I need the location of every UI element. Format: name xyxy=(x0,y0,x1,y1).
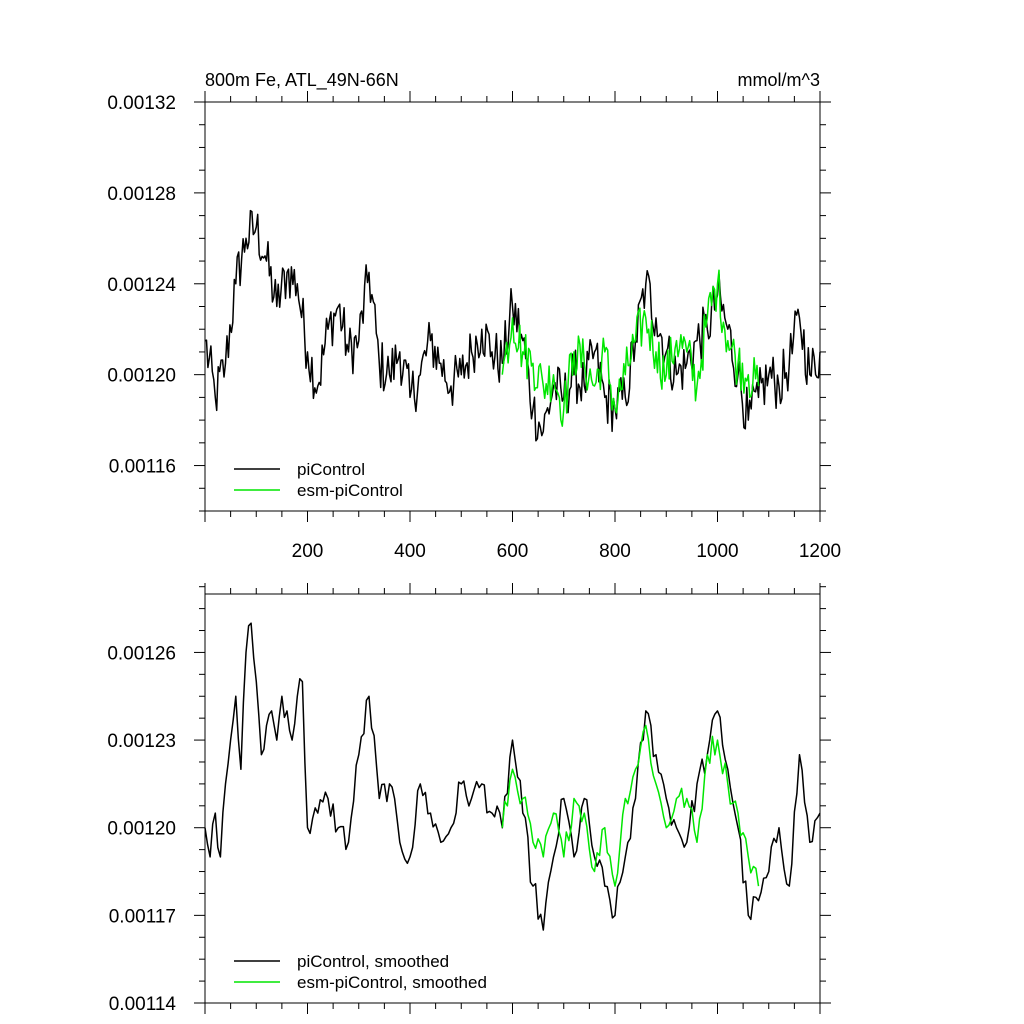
y-tick-label: 0.00132 xyxy=(107,93,176,114)
y-tick-label: 0.00120 xyxy=(107,366,176,387)
y-tick-label: 0.00123 xyxy=(107,731,176,752)
x-tick-label: 600 xyxy=(497,541,529,562)
legend: piControl esm-piControl xyxy=(234,460,403,500)
plot-frame xyxy=(204,593,821,1004)
legend: piControl, smoothed esm-piControl, smoot… xyxy=(234,952,487,992)
x-tick-label: 200 xyxy=(292,541,324,562)
axis-ticks: 0.00114 0.00117 0.00120 0.00123 0.00126 xyxy=(107,583,831,1015)
y-tick-label: 0.00128 xyxy=(107,184,176,205)
legend-label-esm-picontrol: esm-piControl xyxy=(297,481,403,500)
x-tick-label: 1000 xyxy=(696,541,738,562)
units-label: mmol/m^3 xyxy=(738,70,820,90)
y-tick-label: 0.00117 xyxy=(109,906,176,927)
top-panel: 800m Fe, ATL_49N-66N mmol/m^3 200 400 600 8… xyxy=(107,70,841,562)
series-lines xyxy=(204,622,821,931)
series-line-esm-picontrol xyxy=(501,269,760,427)
series-lines xyxy=(204,209,821,442)
legend-label-picontrol-smoothed: piControl, smoothed xyxy=(297,952,449,971)
legend-label-picontrol: piControl xyxy=(297,460,365,479)
chart-title: 800m Fe, ATL_49N-66N xyxy=(205,70,399,91)
bottom-panel: 0.00114 0.00117 0.00120 0.00123 0.00126 piCo… xyxy=(107,583,831,1015)
legend-label-esm-picontrol-smoothed: esm-piControl, smoothed xyxy=(297,973,487,992)
y-tick-label: 0.00126 xyxy=(107,643,176,664)
y-tick-label: 0.00124 xyxy=(107,275,176,296)
x-tick-label: 800 xyxy=(599,541,631,562)
series-line-esm-picontrol-smoothed xyxy=(501,724,760,887)
y-tick-label: 0.00116 xyxy=(109,457,176,478)
y-tick-label: 0.00114 xyxy=(109,994,177,1015)
axis-ticks: 200 400 600 800 1000 1200 0.00116 0.00120 0.0012… xyxy=(107,91,841,562)
x-tick-label: 400 xyxy=(394,541,426,562)
x-tick-label: 1200 xyxy=(799,541,841,562)
series-line-picontrol-smoothed xyxy=(204,622,821,931)
y-tick-label: 0.00120 xyxy=(107,819,176,840)
